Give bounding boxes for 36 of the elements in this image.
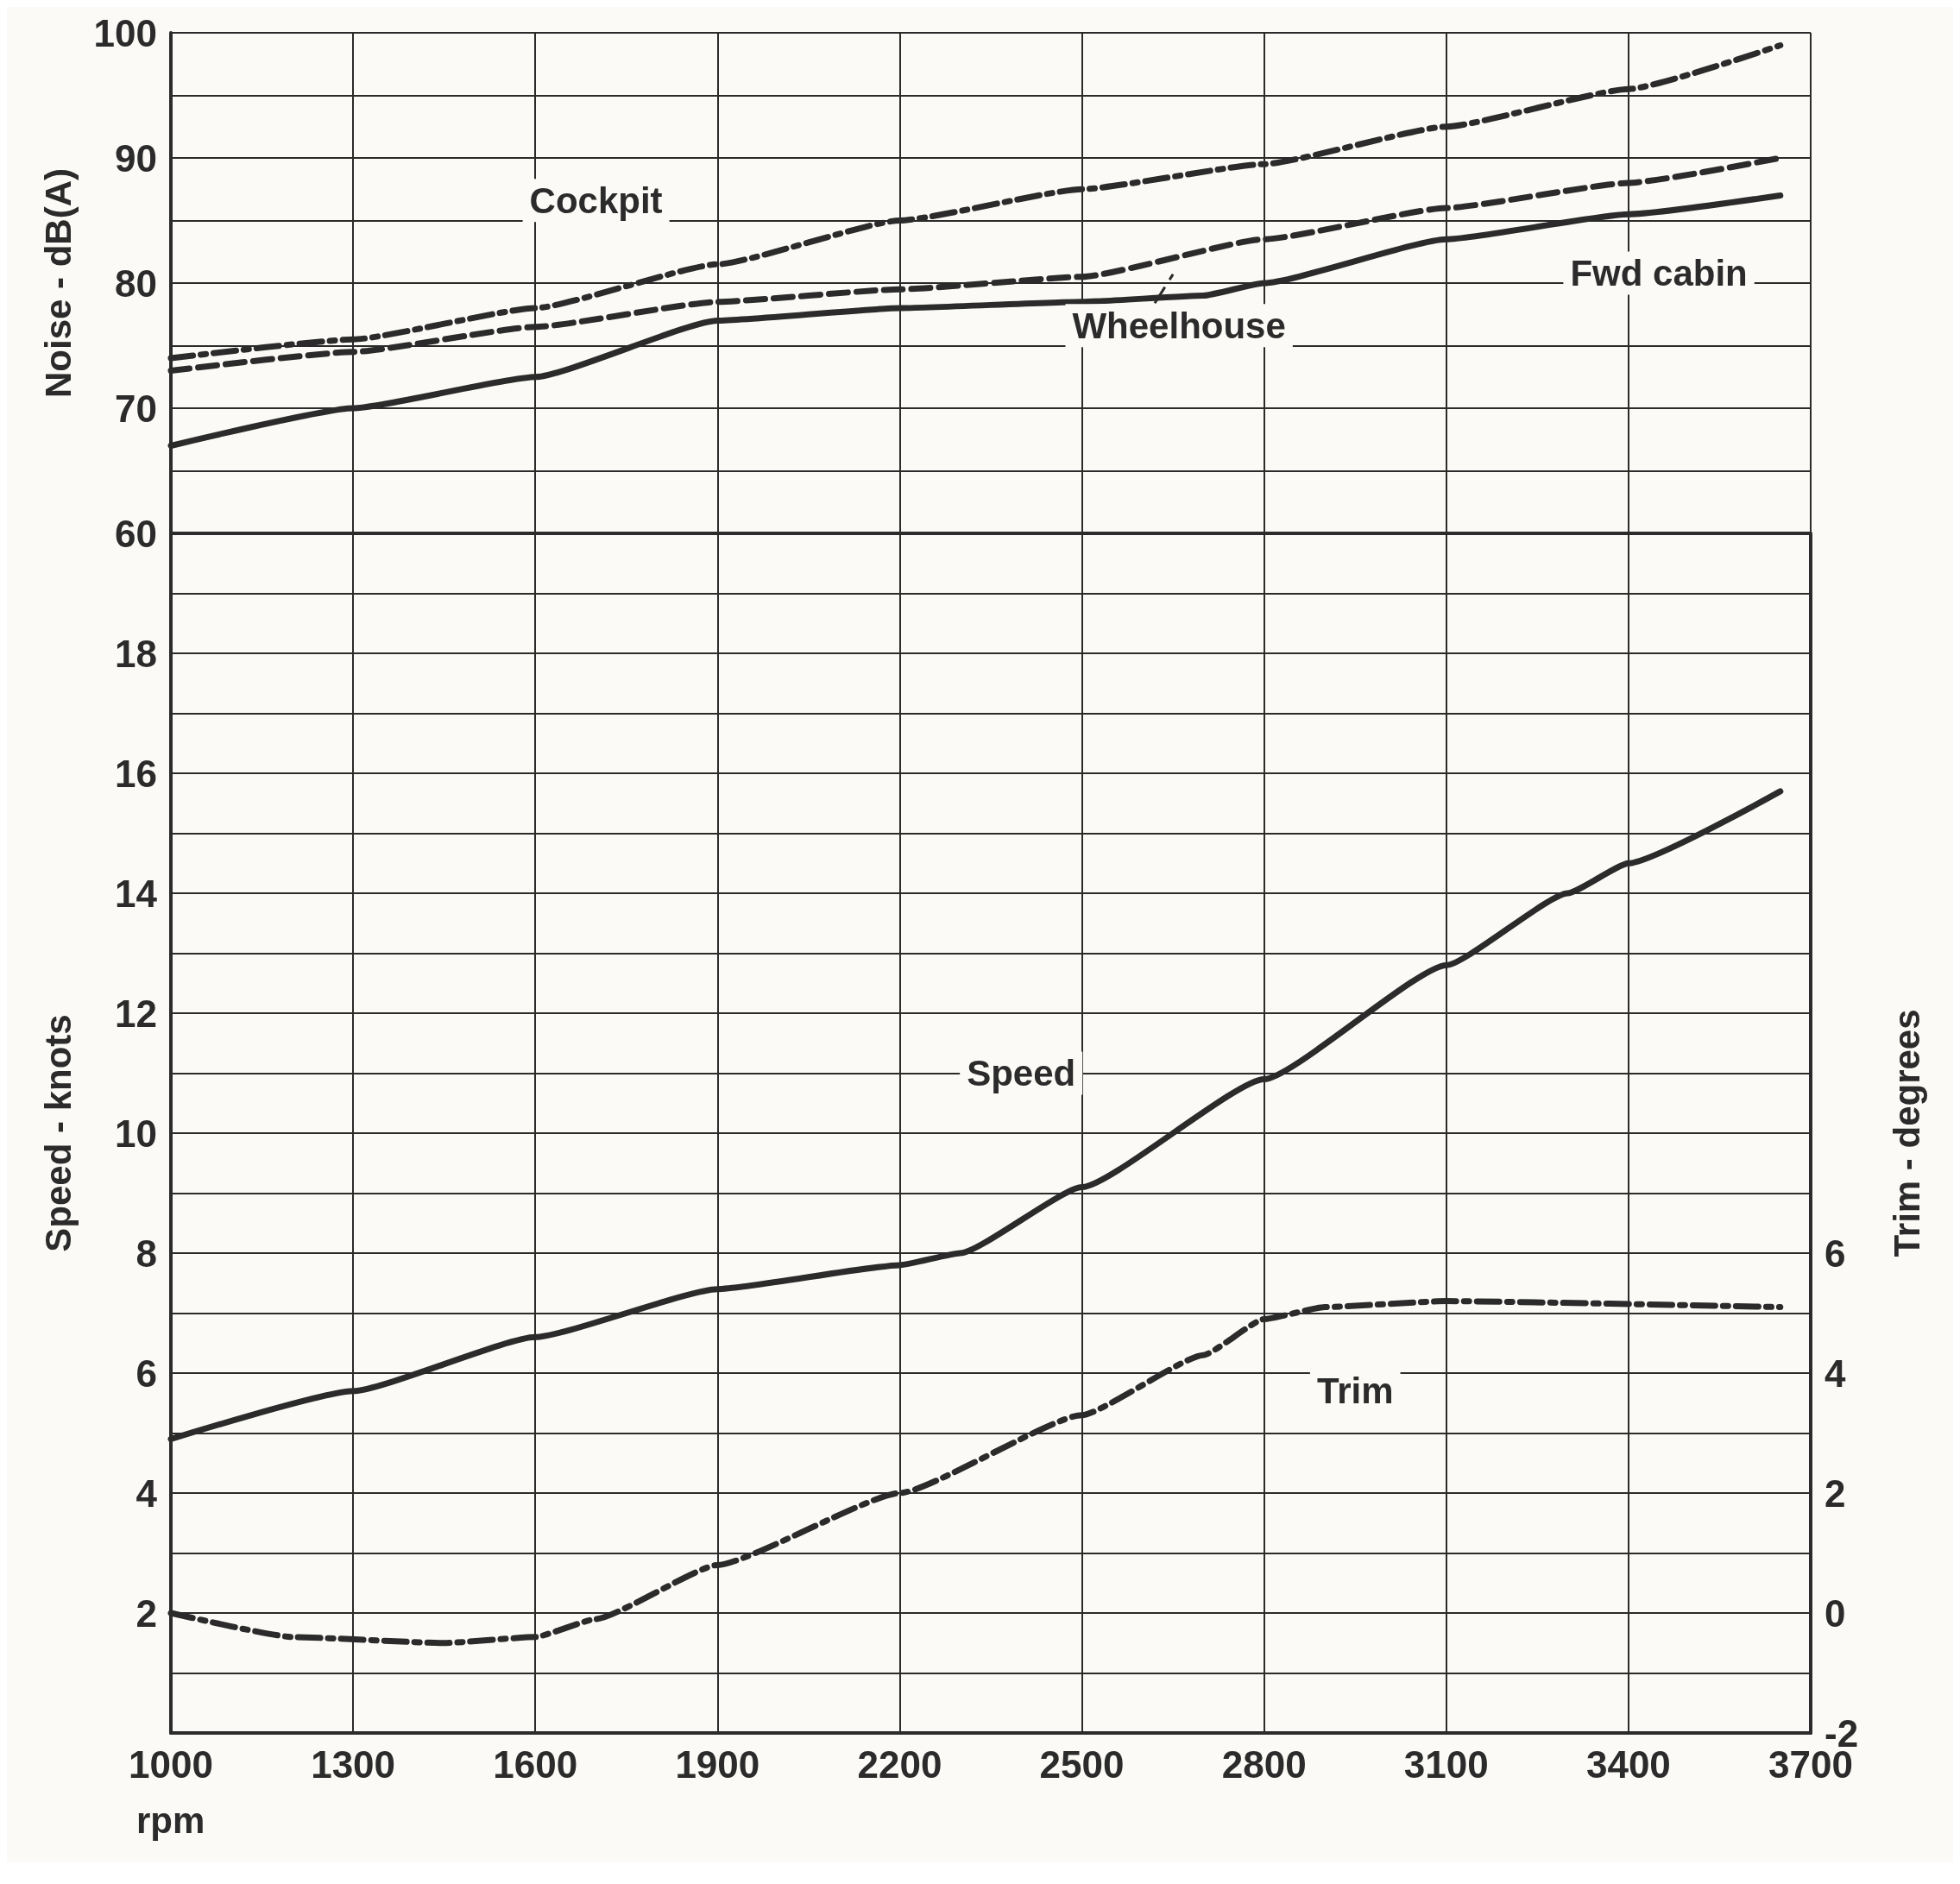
x-tick-label: 2200 xyxy=(857,1742,942,1786)
y-tick-label: 14 xyxy=(115,872,158,915)
series-label: Trim xyxy=(1316,1370,1394,1412)
y-tick-label: 4 xyxy=(135,1471,158,1515)
y2-tick-label: 6 xyxy=(1825,1232,1846,1275)
x-tick-label: 3100 xyxy=(1403,1742,1489,1786)
y-tick-label: 10 xyxy=(115,1112,157,1155)
y-tick-label: 80 xyxy=(115,261,157,305)
y-tick-label: 70 xyxy=(115,387,157,430)
y-tick-label: 60 xyxy=(115,512,157,555)
series-label: Cockpit xyxy=(529,180,663,221)
y-axis-title: Speed - knots xyxy=(37,1014,79,1252)
y-tick-label: 90 xyxy=(115,136,157,180)
x-axis-title: rpm xyxy=(136,1799,205,1841)
y-tick-label: 16 xyxy=(115,752,157,795)
x-tick-label: 1900 xyxy=(675,1742,760,1786)
y-tick-label: 100 xyxy=(93,11,157,54)
x-tick-label: 1300 xyxy=(311,1742,396,1786)
y-tick-label: 18 xyxy=(115,632,157,675)
series-label: Fwd cabin xyxy=(1570,252,1748,293)
y-tick-label: 12 xyxy=(115,992,157,1035)
y-axis-title: Noise - dB(A) xyxy=(37,168,79,398)
y-tick-label: 2 xyxy=(135,1591,157,1635)
y2-tick-label: 4 xyxy=(1825,1352,1846,1395)
x-tick-label: 3400 xyxy=(1585,1742,1671,1786)
x-tick-label: 2500 xyxy=(1039,1742,1125,1786)
y-tick-label: 6 xyxy=(135,1352,157,1395)
y-tick-label: 8 xyxy=(135,1232,157,1275)
y2-tick-label: 2 xyxy=(1825,1471,1846,1515)
text: Speed xyxy=(967,1053,1076,1093)
legend-label: Wheelhouse xyxy=(1072,305,1286,346)
y2-axis-title: Trim - degrees xyxy=(1886,1009,1927,1257)
y2-tick-label: 0 xyxy=(1825,1591,1846,1635)
x-tick-label: 1000 xyxy=(129,1742,213,1786)
x-tick-label: 2800 xyxy=(1221,1742,1307,1786)
x-tick-label: 1600 xyxy=(493,1742,578,1786)
